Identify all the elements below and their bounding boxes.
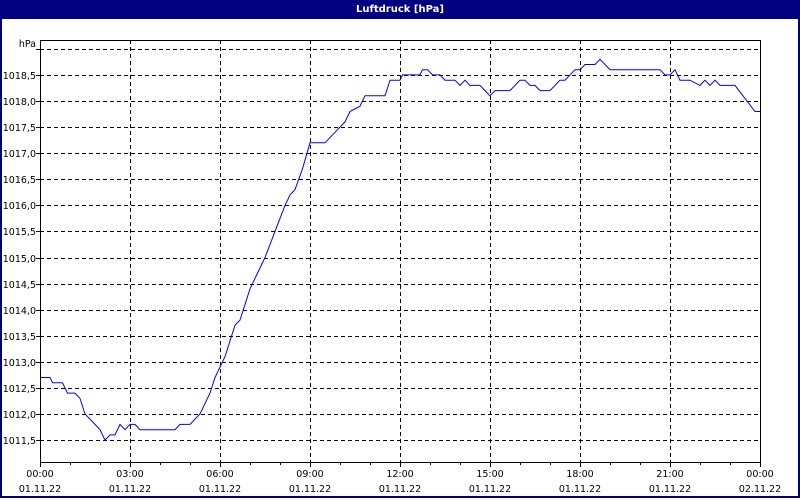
x-tick-time: 18:00 bbox=[566, 469, 593, 480]
x-tick-time: 21:00 bbox=[656, 469, 683, 480]
y-tick-label: 1012,0 bbox=[3, 410, 36, 421]
x-tick-time: 15:00 bbox=[476, 469, 503, 480]
y-axis-label: hPa bbox=[19, 39, 36, 50]
x-tick-time: 09:00 bbox=[296, 469, 323, 480]
x-tick-date: 01.11.22 bbox=[19, 484, 61, 495]
y-tick-label: 1014,5 bbox=[3, 280, 36, 291]
x-tick-date: 01.11.22 bbox=[199, 484, 241, 495]
x-tick-time: 06:00 bbox=[206, 469, 233, 480]
pressure-line bbox=[40, 58, 760, 441]
x-tick-date: 01.11.22 bbox=[289, 484, 331, 495]
x-tick-time: 12:00 bbox=[386, 469, 413, 480]
y-tick-label: 1011,5 bbox=[3, 436, 36, 447]
x-tick-date: 02.11.22 bbox=[739, 484, 781, 495]
x-tick-date: 01.11.22 bbox=[109, 484, 151, 495]
x-tick-time: 03:00 bbox=[116, 469, 143, 480]
y-tick-label: 1012,5 bbox=[3, 384, 36, 395]
window-title: Luftdruck [hPa] bbox=[0, 0, 800, 19]
x-tick-date: 01.11.22 bbox=[559, 484, 601, 495]
y-tick-label: 1016,0 bbox=[3, 201, 36, 212]
y-tick-label: 1017,0 bbox=[3, 149, 36, 160]
y-tick-label: 1015,0 bbox=[3, 254, 36, 265]
x-tick-time: 00:00 bbox=[26, 469, 53, 480]
x-tick-date: 01.11.22 bbox=[469, 484, 511, 495]
plot-frame bbox=[40, 40, 761, 463]
x-tick-date: 01.11.22 bbox=[649, 484, 691, 495]
y-tick-label: 1018,0 bbox=[3, 97, 36, 108]
y-tick-label: 1018,5 bbox=[3, 71, 36, 82]
y-tick-label: 1017,5 bbox=[3, 123, 36, 134]
y-tick-label: 1015,5 bbox=[3, 227, 36, 238]
y-tick-label: 1014,0 bbox=[3, 306, 36, 317]
y-tick-label: 1013,5 bbox=[3, 332, 36, 343]
x-tick-time: 00:00 bbox=[746, 469, 773, 480]
x-tick-date: 01.11.22 bbox=[379, 484, 421, 495]
y-tick-label: 1016,5 bbox=[3, 175, 36, 186]
y-tick-label: 1013,0 bbox=[3, 358, 36, 369]
